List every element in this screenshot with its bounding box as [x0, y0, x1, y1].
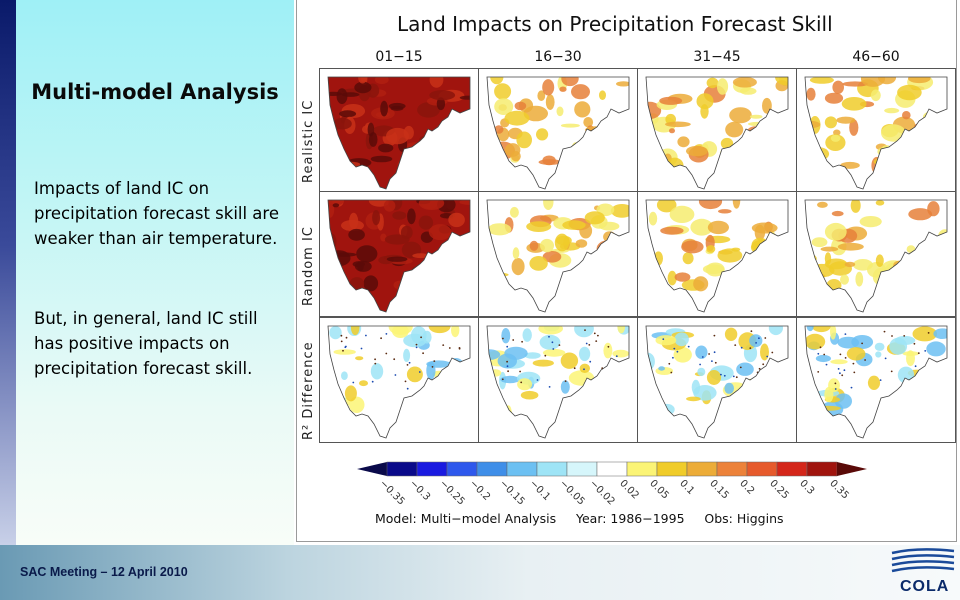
figure-title: Land Impacts on Precipitation Forecast S… — [397, 12, 833, 36]
colorbar-tick-label: −0.02 — [587, 478, 617, 508]
period-label-2: 16−30 — [534, 49, 582, 65]
colorbar-segment — [536, 461, 568, 477]
colorbar-end-low — [357, 462, 387, 476]
map-panel-r1-c1 — [319, 68, 479, 194]
colorbar-tick-label: 0.3 — [797, 478, 817, 498]
colorbar-segment — [506, 461, 538, 477]
map-panel-r2-c1 — [319, 191, 479, 317]
map-panel-r2-c4 — [796, 191, 956, 317]
meeting-label: SAC Meeting – 12 April 2010 — [20, 565, 188, 579]
colorbar-tick-label: −0.2 — [467, 478, 493, 503]
colorbar-tick-label: −0.35 — [377, 478, 407, 508]
colorbar-segment — [446, 461, 478, 477]
colorbar-segment — [686, 461, 718, 477]
colorbar-tick-label: −0.1 — [527, 478, 553, 503]
colorbar-tick-label: 0.2 — [737, 478, 757, 498]
colorbar — [357, 461, 867, 477]
colorbar-segment — [476, 461, 508, 477]
row-label-random: Random IC — [301, 226, 316, 306]
colorbar-tick-label: 0.02 — [617, 478, 641, 502]
colorbar-tick-label: −0.05 — [557, 478, 587, 508]
colorbar-tick-label: 0.35 — [827, 478, 851, 502]
body-text-2: But, in general, land IC still has posit… — [34, 309, 258, 378]
body-text-1: Impacts of land IC on precipitation fore… — [34, 179, 279, 248]
cola-logo — [891, 548, 955, 573]
colorbar-segment — [656, 461, 688, 477]
period-label-4: 46−60 — [852, 49, 900, 65]
colorbar-segment — [626, 461, 658, 477]
colorbar-tick-label: 0.25 — [767, 478, 791, 502]
colorbar-segment — [416, 461, 448, 477]
colorbar-segment — [566, 461, 598, 477]
colorbar-tick-label: 0.15 — [707, 478, 731, 502]
map-panel-r3-c3 — [637, 317, 797, 443]
cola-logo-text: COLA — [900, 578, 950, 595]
colorbar-tick-label: 0.1 — [677, 478, 697, 498]
map-panel-r1-c4 — [796, 68, 956, 194]
row-label-difference: R² Difference — [301, 341, 316, 440]
colorbar-tick-label: −0.15 — [497, 478, 527, 508]
map-panel-r3-c2 — [478, 317, 638, 443]
colorbar-segment — [806, 461, 838, 477]
map-panel-r3-c4 — [796, 317, 956, 443]
colorbar-tick-label: 0.05 — [647, 478, 671, 502]
forecast-skill-figure: Land Impacts on Precipitation Forecast S… — [296, 0, 957, 542]
left-accent-bar — [0, 0, 16, 545]
colorbar-segment — [716, 461, 748, 477]
period-label-3: 31−45 — [693, 49, 741, 65]
colorbar-tick-label: −0.25 — [437, 478, 467, 508]
map-panel-r1-c2 — [478, 68, 638, 194]
colorbar-end-high — [837, 462, 867, 476]
colorbar-segment — [386, 461, 418, 477]
slide-title: Multi-model Analysis — [31, 80, 279, 104]
side-panel: Multi-model Analysis Impacts of land IC … — [16, 0, 294, 545]
map-panel-r3-c1 — [319, 317, 479, 443]
figure-footer: Model: Multi−model Analysis Year: 1986−1… — [375, 511, 784, 526]
colorbar-tick-label: −0.3 — [407, 478, 433, 503]
colorbar-segment — [746, 461, 778, 477]
colorbar-segment — [596, 461, 628, 477]
period-label-1: 01−15 — [375, 49, 423, 65]
map-panel-r2-c3 — [637, 191, 797, 317]
row-label-realistic: Realistic IC — [301, 99, 316, 183]
footer-band — [0, 545, 960, 600]
colorbar-segment — [776, 461, 808, 477]
map-panel-r2-c2 — [478, 191, 638, 317]
map-panel-r1-c3 — [637, 68, 797, 194]
